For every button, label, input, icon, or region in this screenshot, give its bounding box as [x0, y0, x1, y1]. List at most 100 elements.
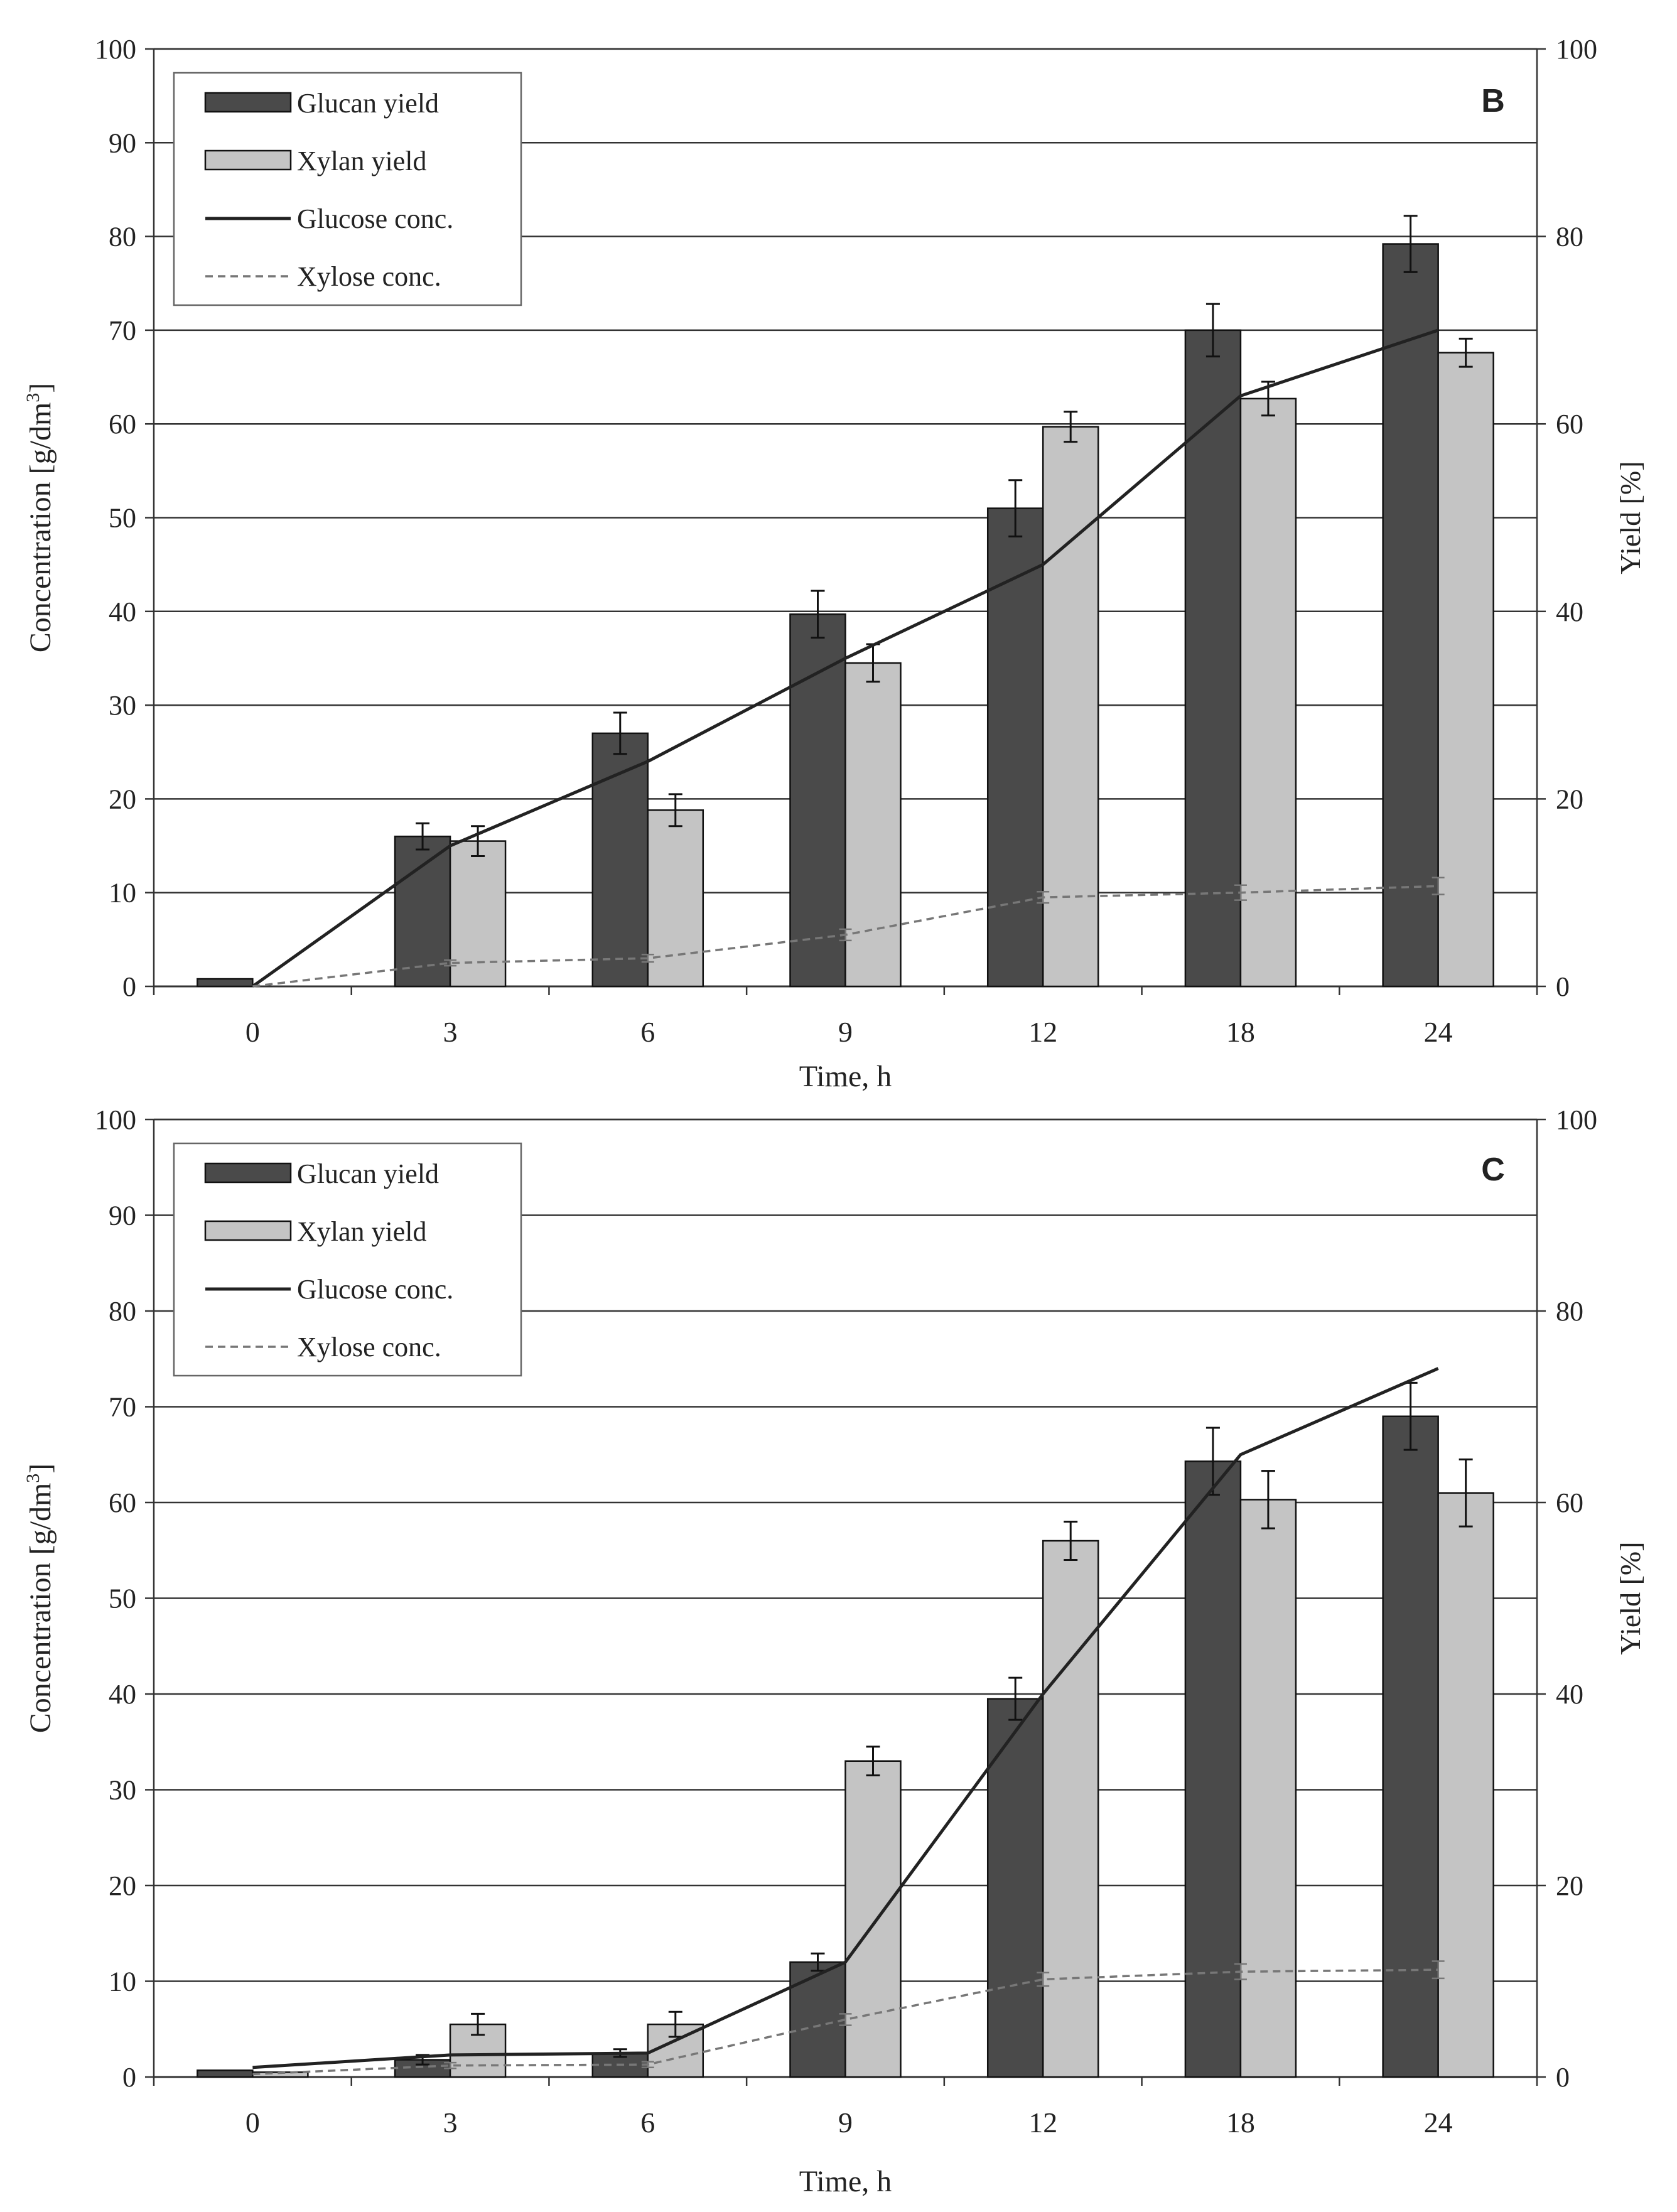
left-tick-label: 30 [109, 690, 136, 721]
left-tick-label: 20 [109, 784, 136, 814]
legend-swatch [204, 1162, 292, 1184]
x-tick-label: 3 [443, 1016, 458, 1048]
left-tick-label: 0 [122, 971, 136, 1002]
right-tick-label: 80 [1556, 222, 1583, 252]
glucan-yield-bar [1184, 1460, 1242, 2078]
right-y-axis-label: Yield [%] [1614, 461, 1646, 574]
right-tick-label: 100 [1556, 34, 1597, 65]
x-axis-label: Time, h [799, 2165, 892, 2198]
legend-label: Glucose conc. [297, 1274, 453, 1305]
left-y-axis-label-main: Concentration [g/dm [24, 1483, 57, 1734]
legend-swatch [204, 149, 292, 171]
glucan-yield-bar [591, 732, 649, 988]
x-tick-label: 0 [245, 2107, 260, 2139]
left-tick-label: 100 [95, 1104, 136, 1135]
legend-label: Xylose conc. [297, 1332, 441, 1362]
x-tick-label: 3 [443, 2107, 458, 2139]
left-tick-label: 50 [109, 1583, 136, 1614]
left-tick-label: 50 [109, 503, 136, 534]
glucan-yield-bar [1382, 1415, 1439, 2078]
x-tick-label: 9 [838, 1016, 853, 1048]
legend-label: Glucan yield [297, 88, 439, 119]
left-tick-label: 30 [109, 1775, 136, 1806]
xylan-yield-bar [1042, 426, 1099, 988]
legend-swatch [204, 92, 292, 113]
x-axis-label: Time, h [799, 1060, 892, 1093]
xylan-yield-bar [1239, 397, 1297, 988]
xylan-yield-bar [1437, 1492, 1494, 2078]
glucan-yield-bar [394, 835, 451, 988]
glucan-yield-bar [1382, 243, 1439, 988]
glucan-yield-bar [1184, 329, 1242, 988]
xylan-yield-bar [1239, 1499, 1297, 2078]
legend-swatch [204, 1220, 292, 1241]
left-tick-label: 80 [109, 222, 136, 252]
x-tick-label: 9 [838, 2107, 853, 2139]
right-tick-label: 40 [1556, 1679, 1583, 1710]
chart-panel-c: 0 10 20 30 40 50 60 70 80 90 100 0 20 40 60 80 100 0 3 6 9 12… [23, 1104, 1646, 2198]
right-tick-label: 80 [1556, 1296, 1583, 1327]
glucan-yield-bar [986, 507, 1044, 988]
chart-panel-b: 0 10 20 30 40 50 60 70 80 90 100 0 20 40 60 80 100 0 3 6 9 12… [23, 34, 1646, 1093]
x-tick-label: 6 [640, 2107, 655, 2139]
x-tick-label: 24 [1424, 1016, 1453, 1048]
panel-label: B [1481, 83, 1505, 119]
right-tick-label: 0 [1556, 971, 1570, 1002]
right-tick-label: 100 [1556, 1104, 1597, 1135]
left-tick-label: 40 [109, 1679, 136, 1710]
right-tick-label: 40 [1556, 596, 1583, 627]
glucan-yield-bar [197, 978, 254, 988]
left-y-axis-label: Concentration [g/dm3] [23, 383, 57, 653]
left-tick-label: 70 [109, 1392, 136, 1423]
x-tick-label: 12 [1028, 2107, 1057, 2139]
left-y-axis-label-end: ] [24, 1464, 57, 1474]
left-y-axis-label-sup: 3 [23, 393, 43, 402]
x-tick-label: 18 [1226, 2107, 1255, 2139]
x-tick-label: 6 [640, 1016, 655, 1048]
right-tick-label: 0 [1556, 2062, 1570, 2093]
xylan-yield-bar [1042, 1540, 1099, 2078]
left-tick-label: 20 [109, 1870, 136, 1901]
left-y-axis-label-main: Concentration [g/dm [24, 402, 57, 653]
x-tick-label: 18 [1226, 1016, 1255, 1048]
right-tick-label: 20 [1556, 784, 1583, 814]
right-tick-label: 20 [1556, 1870, 1583, 1901]
left-y-axis-label-end: ] [24, 383, 57, 393]
left-tick-label: 10 [109, 1967, 136, 1997]
xylan-yield-bar [844, 1760, 902, 2078]
right-tick-label: 60 [1556, 409, 1583, 440]
glucan-yield-bar [197, 2069, 254, 2078]
right-y-axis-label: Yield [%] [1614, 1541, 1646, 1654]
legend-label: Glucan yield [297, 1158, 439, 1189]
left-tick-label: 10 [109, 878, 136, 909]
xylan-yield-bar [1437, 352, 1494, 988]
left-tick-label: 90 [109, 1200, 136, 1231]
xylan-yield-bar [449, 840, 507, 988]
xylan-yield-bar [844, 662, 902, 988]
left-y-axis-label-sup: 3 [23, 1474, 43, 1483]
legend-label: Xylose conc. [297, 261, 441, 292]
left-tick-label: 90 [109, 127, 136, 158]
glucan-yield-bar [789, 1961, 846, 2078]
left-tick-label: 70 [109, 315, 136, 346]
left-tick-label: 0 [122, 2062, 136, 2093]
x-tick-label: 12 [1028, 1016, 1057, 1048]
left-tick-label: 40 [109, 596, 136, 627]
glucose-conc-line [251, 328, 1439, 988]
panel-label: C [1481, 1152, 1505, 1188]
legend-label: Glucose conc. [297, 203, 453, 234]
left-tick-label: 60 [109, 409, 136, 440]
legend-label: Xylan yield [297, 1216, 427, 1247]
left-tick-label: 80 [109, 1296, 136, 1327]
xylan-yield-bar [647, 809, 704, 988]
x-tick-label: 0 [245, 1016, 260, 1048]
x-tick-label: 24 [1424, 2107, 1453, 2139]
left-tick-label: 60 [109, 1487, 136, 1518]
left-tick-label: 100 [95, 34, 136, 65]
left-y-axis-label: Concentration [g/dm3] [23, 1464, 57, 1734]
glucose-conc-line [252, 1367, 1439, 2069]
right-tick-label: 60 [1556, 1487, 1583, 1518]
legend-label: Xylan yield [297, 146, 427, 176]
